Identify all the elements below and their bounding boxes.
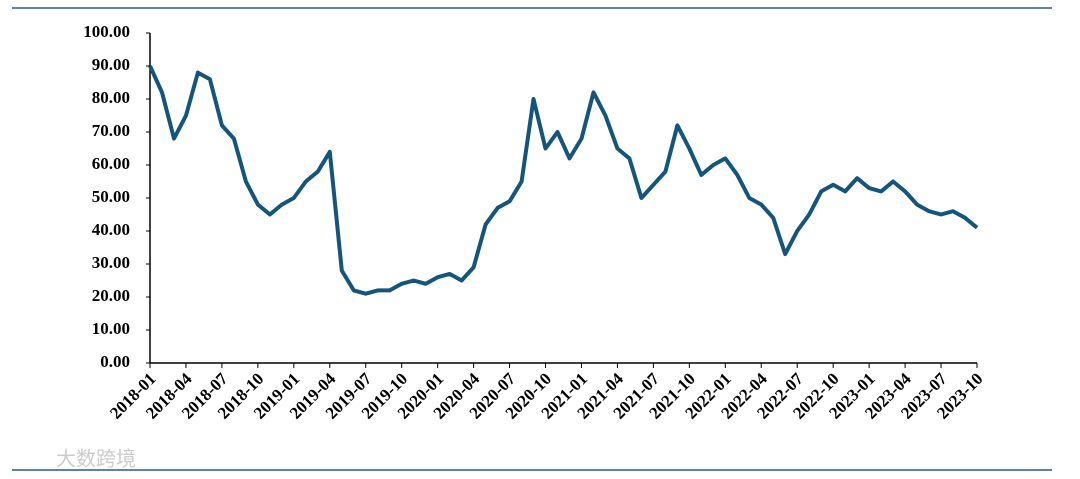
series-line [148,65,979,296]
y-tick-label: 60.00 [92,154,130,173]
y-tick-label: 80.00 [92,88,130,107]
y-tick-label: 0.00 [100,352,130,371]
y-tick-label: 90.00 [92,55,130,74]
y-tick-label: 30.00 [92,253,130,272]
watermark: 大数跨境 [56,447,136,471]
y-tick-label: 40.00 [92,220,130,239]
y-tick-label: 10.00 [92,319,130,338]
y-tick-label: 100.00 [83,22,130,41]
y-tick-label: 70.00 [92,121,130,140]
y-tick-label: 20.00 [92,286,130,305]
y-tick-label: 50.00 [92,187,130,206]
